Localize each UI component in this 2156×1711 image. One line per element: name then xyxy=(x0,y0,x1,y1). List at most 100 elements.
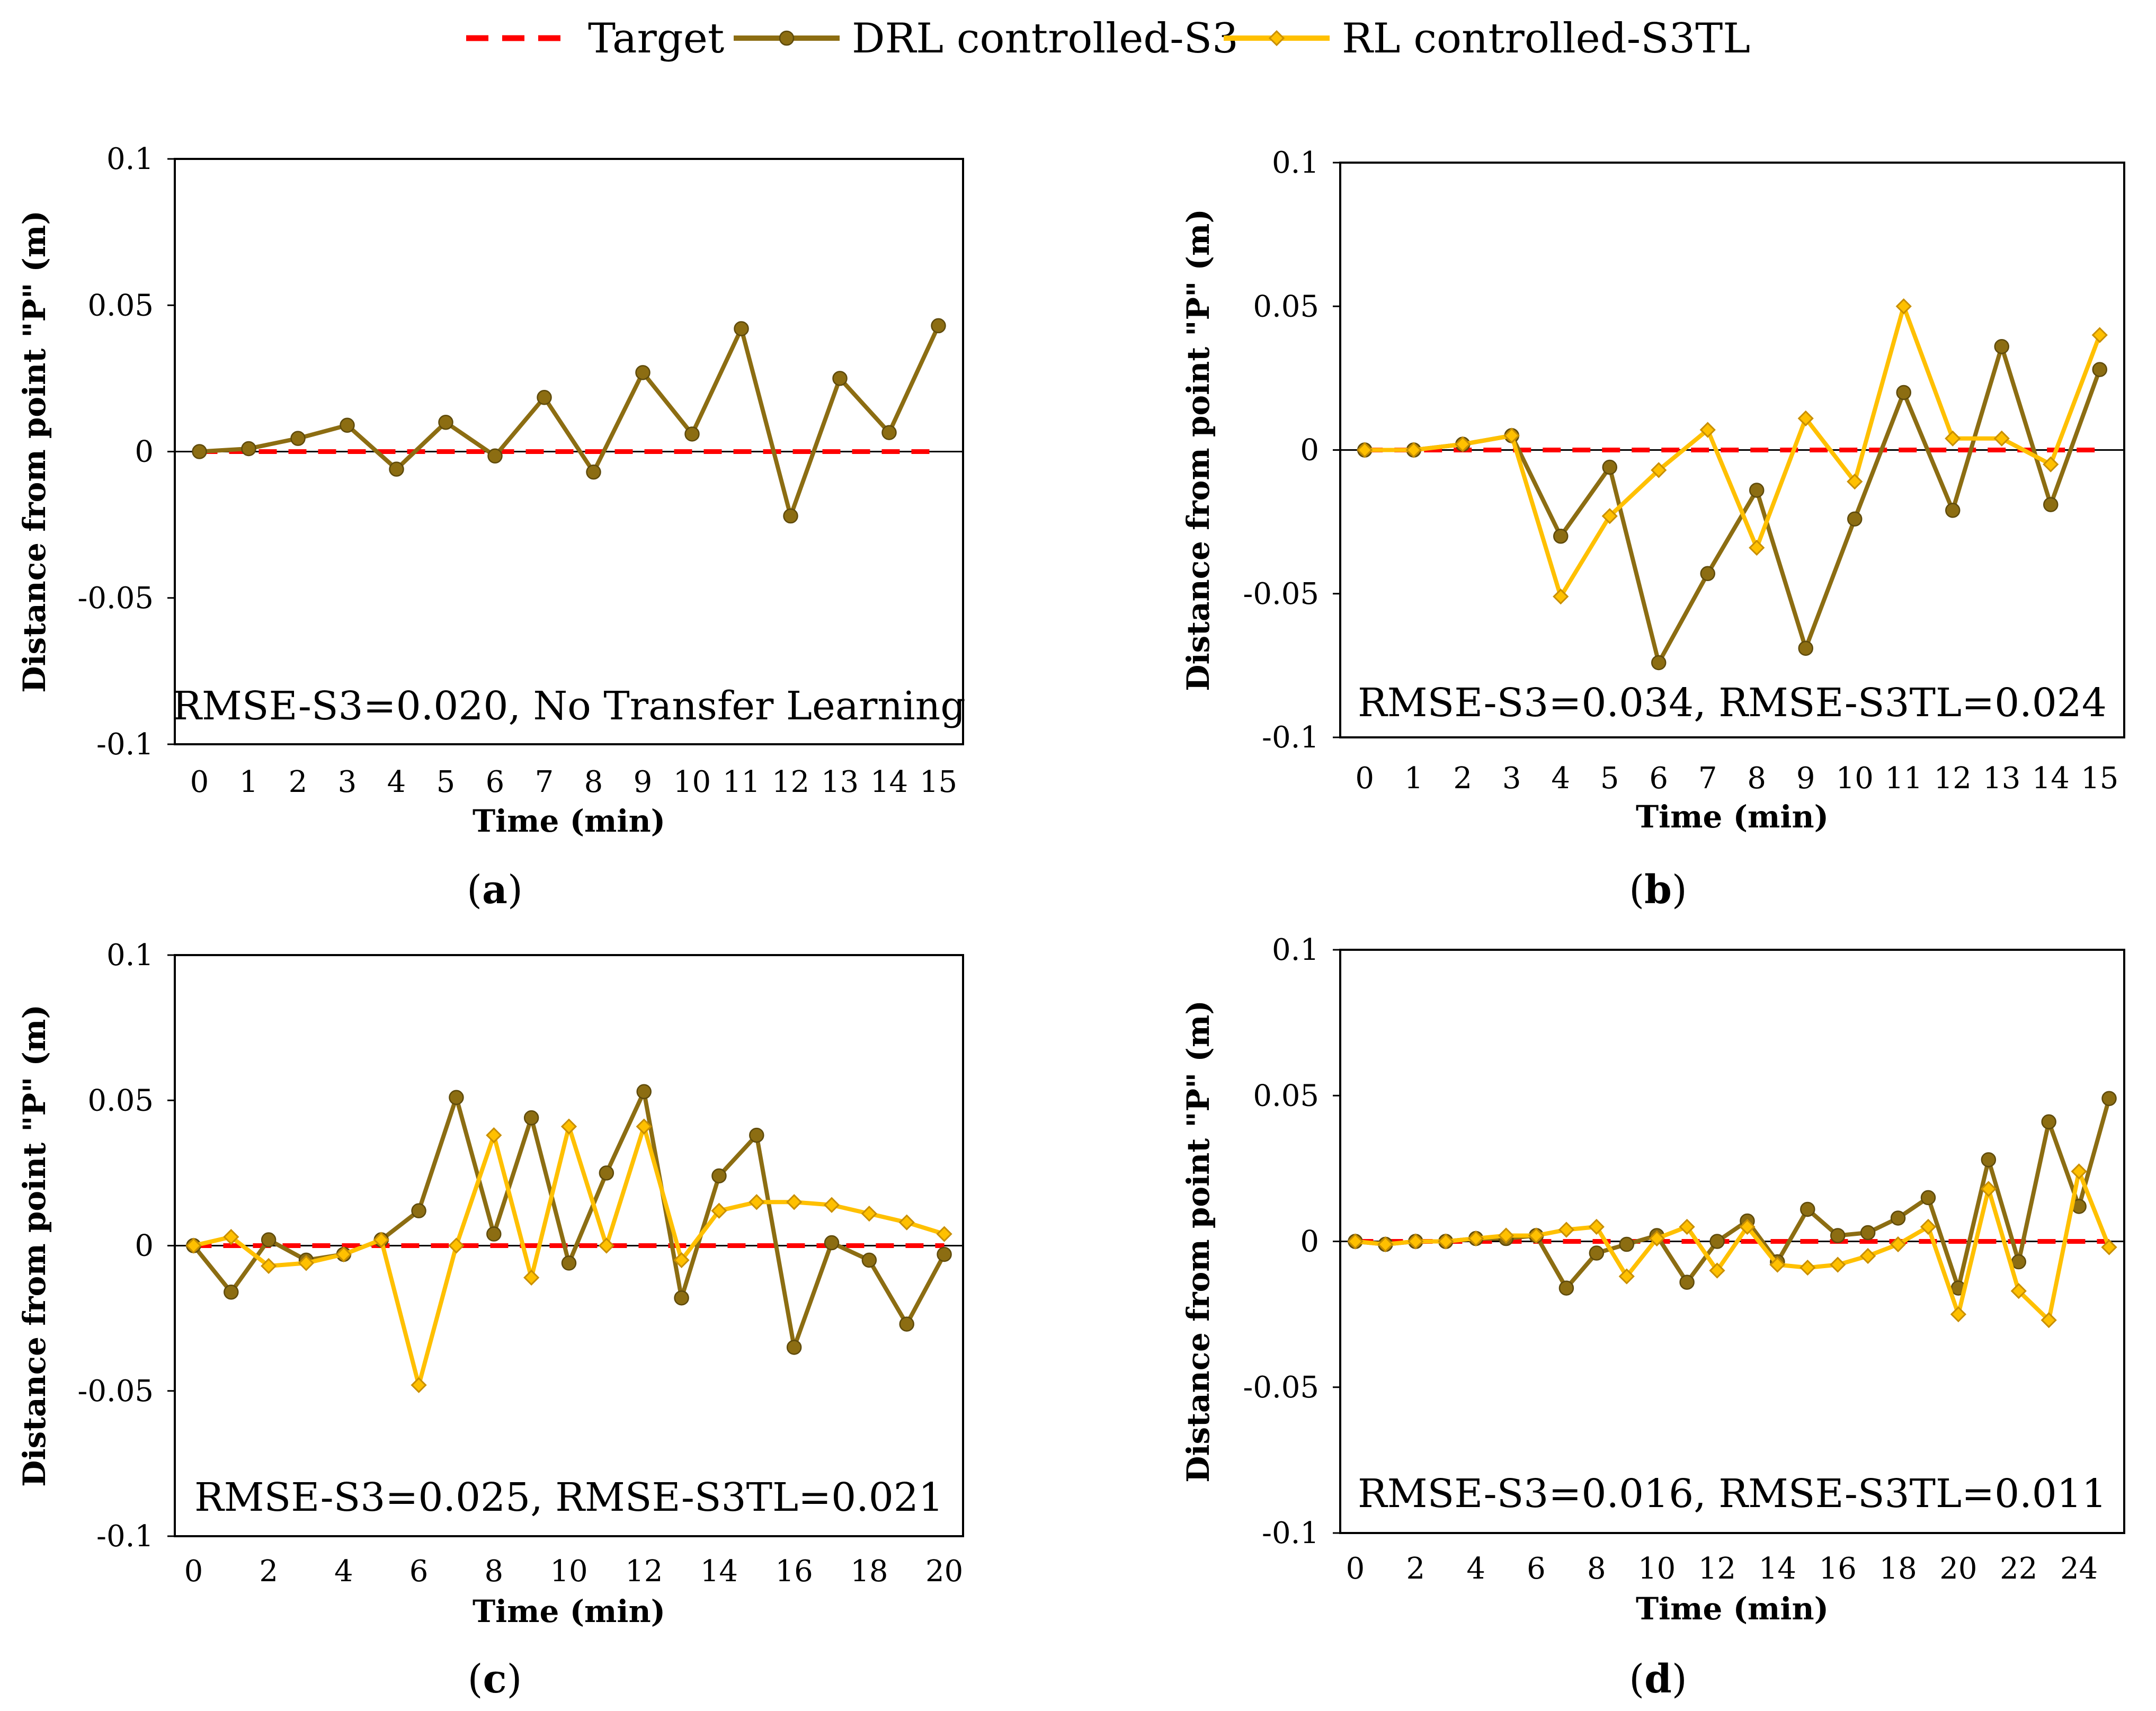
x-tick-label: 24 xyxy=(2060,1552,2098,1586)
y-tick-label: 0.1 xyxy=(1272,933,1319,967)
data-point xyxy=(1589,1245,1605,1261)
data-point xyxy=(1860,1225,1876,1241)
data-point xyxy=(1357,442,1373,458)
panel-caption: (a) xyxy=(467,867,523,913)
data-point xyxy=(2011,1254,2027,1270)
data-point xyxy=(899,1316,914,1332)
legend-label: Target xyxy=(588,15,724,63)
data-point xyxy=(486,1226,502,1242)
data-point xyxy=(786,1194,803,1210)
data-point xyxy=(861,1206,877,1222)
x-tick-label: 14 xyxy=(870,765,908,799)
legend-entry: Target xyxy=(466,15,724,63)
data-point xyxy=(1438,1233,1454,1250)
legend-entry: RL controlled-S3TL xyxy=(1224,15,1750,63)
x-tick-label: 2 xyxy=(259,1554,278,1589)
chart-panel-d: 0.10.050-0.05-0.10 2 4 6 8 10 12 14 16 18 20 22 24Ti… xyxy=(1180,933,2125,1702)
x-tick-label: 15 xyxy=(920,765,957,799)
x-tick-label: 8 xyxy=(1747,761,1766,796)
y-tick-label: 0.1 xyxy=(106,938,154,973)
series-drl-controlled-s3 xyxy=(192,318,946,524)
x-axis-label: Time (min) xyxy=(1636,799,1829,835)
x-tick-label: 16 xyxy=(776,1554,813,1589)
rmse-annotation: RMSE-S3=0.020, No Transfer Learning xyxy=(172,683,965,729)
data-point xyxy=(1739,1218,1756,1235)
data-point xyxy=(1847,474,1863,490)
data-point xyxy=(1950,1306,1967,1323)
y-tick-label: -0.1 xyxy=(96,727,154,762)
series-rl-controlled-s3tl xyxy=(1347,1163,2117,1329)
data-point xyxy=(1830,1256,1846,1273)
x-tick-label: 6 xyxy=(1527,1552,1546,1586)
data-point xyxy=(931,318,946,334)
rmse-annotation: RMSE-S3=0.034, RMSE-S3TL=0.024 xyxy=(1358,680,2107,726)
data-point xyxy=(684,426,700,442)
data-point xyxy=(1553,529,1569,544)
data-point xyxy=(1553,589,1569,605)
chart-panel-a: 0.10.050-0.05-0.10 1 2 3 4 5 6 7 8 9 10 11 12 13 14 15T… xyxy=(16,142,966,913)
data-point xyxy=(1749,539,1765,556)
x-tick-label: 7 xyxy=(535,765,554,799)
panel-caption: (d) xyxy=(1629,1656,1687,1702)
x-tick-label: 1 xyxy=(1404,761,1423,796)
data-point xyxy=(340,417,355,433)
x-tick-label: 12 xyxy=(1934,761,1972,796)
data-point xyxy=(2101,1239,2117,1255)
data-point xyxy=(1709,1234,1725,1249)
data-point xyxy=(937,1246,952,1262)
x-tick-label: 14 xyxy=(2032,761,2070,796)
data-point xyxy=(389,461,404,477)
y-axis-label: Distance from point "P" (m) xyxy=(16,1004,52,1487)
data-point xyxy=(1920,1190,1936,1206)
data-point xyxy=(2041,1114,2056,1130)
data-point xyxy=(1896,385,1911,400)
data-point xyxy=(1528,1227,1545,1244)
y-tick-label: 0 xyxy=(1300,1225,1319,1259)
data-point xyxy=(1890,1236,1906,1253)
x-tick-label: 0 xyxy=(1355,761,1374,796)
series-rl-controlled-s3tl xyxy=(1357,298,2108,605)
data-point xyxy=(1994,338,2009,354)
data-point xyxy=(636,1084,652,1100)
chart-panel-b: 0.10.050-0.05-0.10 1 2 3 4 5 6 7 8 9 10 11 12 13 14 15T… xyxy=(1180,146,2125,913)
x-tick-label: 10 xyxy=(673,765,711,799)
data-point xyxy=(1709,1262,1725,1279)
data-point xyxy=(1651,655,1667,671)
legend: Target DRL controlled-S3 RL controlled-S3T… xyxy=(466,15,1750,63)
x-tick-label: 5 xyxy=(436,765,456,799)
data-point xyxy=(673,1252,690,1269)
x-tick-label: 11 xyxy=(723,765,760,799)
legend-marker xyxy=(779,30,795,46)
data-point xyxy=(749,1127,764,1143)
data-point xyxy=(523,1269,540,1286)
data-point xyxy=(898,1214,915,1231)
data-point xyxy=(1993,430,2010,447)
x-tick-label: 4 xyxy=(1551,761,1570,796)
y-tick-label: 0 xyxy=(135,435,154,469)
data-point xyxy=(2043,497,2059,512)
data-point xyxy=(1405,442,1422,458)
data-point xyxy=(261,1258,277,1275)
data-point xyxy=(2043,456,2059,473)
data-point xyxy=(261,1232,277,1247)
data-point xyxy=(1920,1218,1937,1235)
x-tick-label: 10 xyxy=(1638,1552,1676,1586)
x-tick-label: 10 xyxy=(1836,761,1874,796)
x-tick-label: 6 xyxy=(409,1554,429,1589)
x-tick-label: 10 xyxy=(550,1554,587,1589)
legend-label: RL controlled-S3TL xyxy=(1342,15,1750,63)
data-point xyxy=(1699,422,1716,438)
data-point xyxy=(537,390,552,405)
x-tick-label: 4 xyxy=(334,1554,353,1589)
chart-panel-c: 0.1 0.05 0 -0.05 -0.1 0 2 4 6 8 10 12 14 16 18 20 Time (… xyxy=(16,938,964,1702)
data-point xyxy=(448,1237,465,1254)
data-point xyxy=(1769,1256,1786,1273)
rmse-annotation: RMSE-S3=0.016, RMSE-S3TL=0.011 xyxy=(1358,1471,2107,1517)
x-tick-label: 0 xyxy=(1346,1552,1365,1586)
data-point xyxy=(523,1110,539,1126)
data-point xyxy=(936,1226,952,1242)
data-point xyxy=(1347,1233,1364,1250)
x-tick-label: 22 xyxy=(2000,1552,2037,1586)
data-point xyxy=(861,1252,877,1268)
y-tick-label: -0.1 xyxy=(96,1519,154,1554)
